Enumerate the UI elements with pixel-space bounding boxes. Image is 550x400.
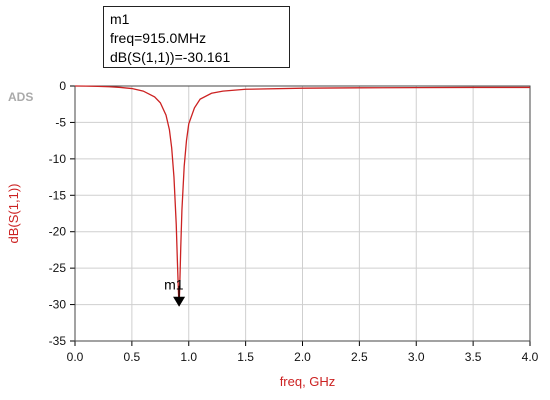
x-tick-label: 4.0: [522, 350, 539, 364]
marker-readout-box[interactable]: m1 freq=915.0MHz dB(S(1,1))=-30.161: [103, 6, 290, 68]
axes: [70, 85, 531, 346]
y-tick-label: -25: [49, 261, 67, 275]
grid: [74, 85, 531, 342]
marker-name: m1: [110, 11, 130, 27]
marker-label: m1: [164, 277, 184, 293]
marker-m1[interactable]: [173, 285, 186, 307]
x-tick-label: 3.0: [408, 350, 425, 364]
x-tick-label: 1.0: [180, 350, 197, 364]
x-tick-label: 0.0: [67, 350, 84, 364]
y-axis-label: dB(S(1,1)): [6, 184, 21, 244]
marker-freq-readout: freq=915.0MHz: [110, 30, 207, 46]
y-tick-label: -15: [49, 188, 67, 202]
y-tick-labels: 0 -5 -10 -15 -20 -25 -30 -35: [49, 79, 67, 348]
y-tick-label: -5: [55, 115, 66, 129]
x-tick-label: 3.5: [465, 350, 482, 364]
x-tick-label: 2.5: [351, 350, 368, 364]
marker-arrow-icon: [173, 296, 186, 307]
plot-frame: [74, 85, 531, 342]
y-tick-label: -35: [49, 334, 67, 348]
x-tick-label: 1.5: [237, 350, 254, 364]
y-tick-label: 0: [59, 79, 66, 93]
y-tick-label: -10: [49, 152, 67, 166]
x-tick-label: 2.0: [294, 350, 311, 364]
x-tick-label: 0.5: [124, 350, 141, 364]
y-tick-label: -20: [49, 225, 67, 239]
ads-logo-tag: ADS: [8, 90, 34, 104]
x-axis-label: freq, GHz: [280, 374, 336, 389]
marker-value-readout: dB(S(1,1))=-30.161: [110, 49, 231, 65]
y-tick-label: -30: [49, 298, 67, 312]
x-tick-labels: 0.0 0.5 1.0 1.5 2.0 2.5 3.0 3.5 4.0: [67, 350, 539, 364]
